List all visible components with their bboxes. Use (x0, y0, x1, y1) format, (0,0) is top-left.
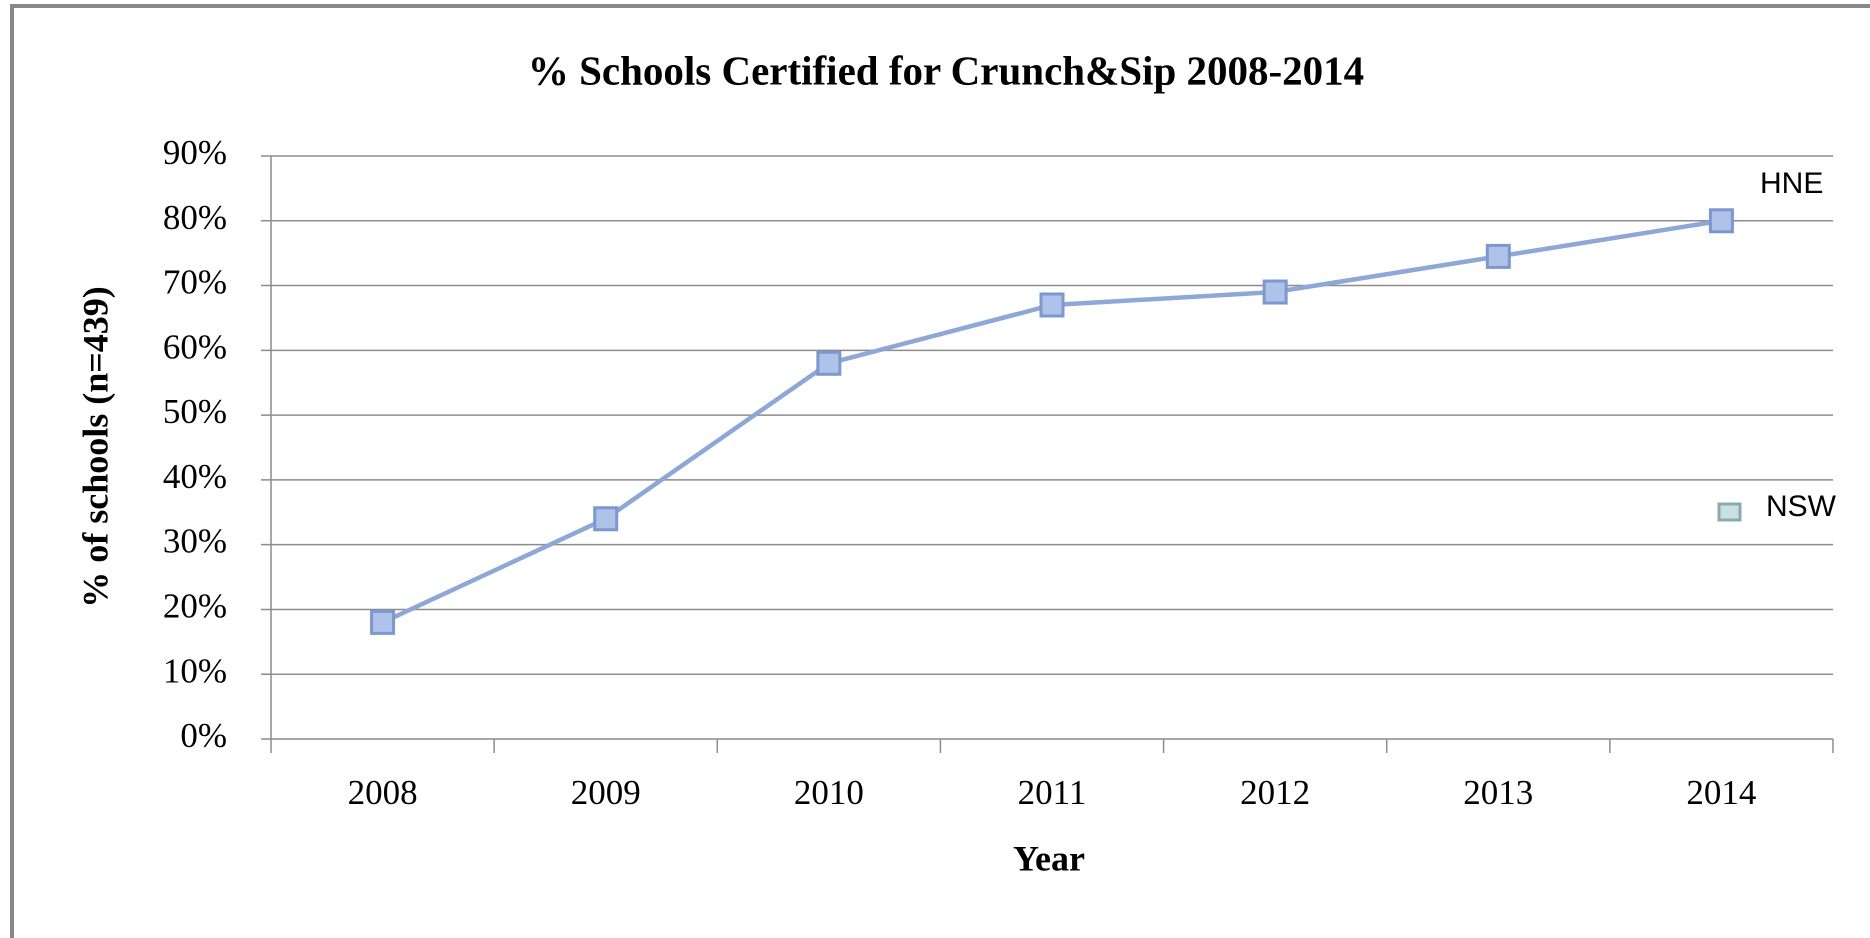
x-tick-label: 2010 (794, 773, 864, 812)
y-tick-label: 80% (163, 198, 227, 237)
y-tick-label: 90% (163, 133, 227, 172)
point-marker (816, 350, 842, 376)
chart-title: % Schools Certified for Crunch&Sip 2008-… (528, 47, 1364, 93)
point-marker (370, 609, 396, 635)
x-tick-label: 2008 (348, 773, 418, 812)
y-tick-label: 70% (163, 263, 227, 302)
point-marker (593, 506, 619, 532)
y-tick-label: 30% (163, 522, 227, 561)
x-tick-label: 2009 (571, 773, 641, 812)
y-tick-label: 60% (163, 327, 227, 366)
y-axis-label: % of schools (n=439) (75, 286, 115, 608)
y-tick-label: 40% (163, 457, 227, 496)
x-tick-label: 2014 (1686, 773, 1756, 812)
x-tick-label: 2013 (1463, 773, 1533, 812)
point-marker (1485, 243, 1511, 269)
point-marker (1039, 292, 1065, 318)
point-marker (1262, 279, 1288, 305)
point-marker (1708, 208, 1734, 234)
y-tick-label: 20% (163, 586, 227, 625)
legend-swatch (1717, 502, 1742, 522)
y-tick-label: 10% (163, 651, 227, 690)
x-tick-label: 2011 (1018, 773, 1087, 812)
x-tick-label: 2012 (1240, 773, 1310, 812)
chart-frame (10, 4, 1870, 938)
y-tick-label: 0% (180, 716, 227, 755)
y-tick-label: 50% (163, 392, 227, 431)
x-axis-label: Year (1013, 838, 1085, 878)
annotation: NSW (1766, 490, 1837, 523)
annotation: HNE (1760, 167, 1823, 200)
